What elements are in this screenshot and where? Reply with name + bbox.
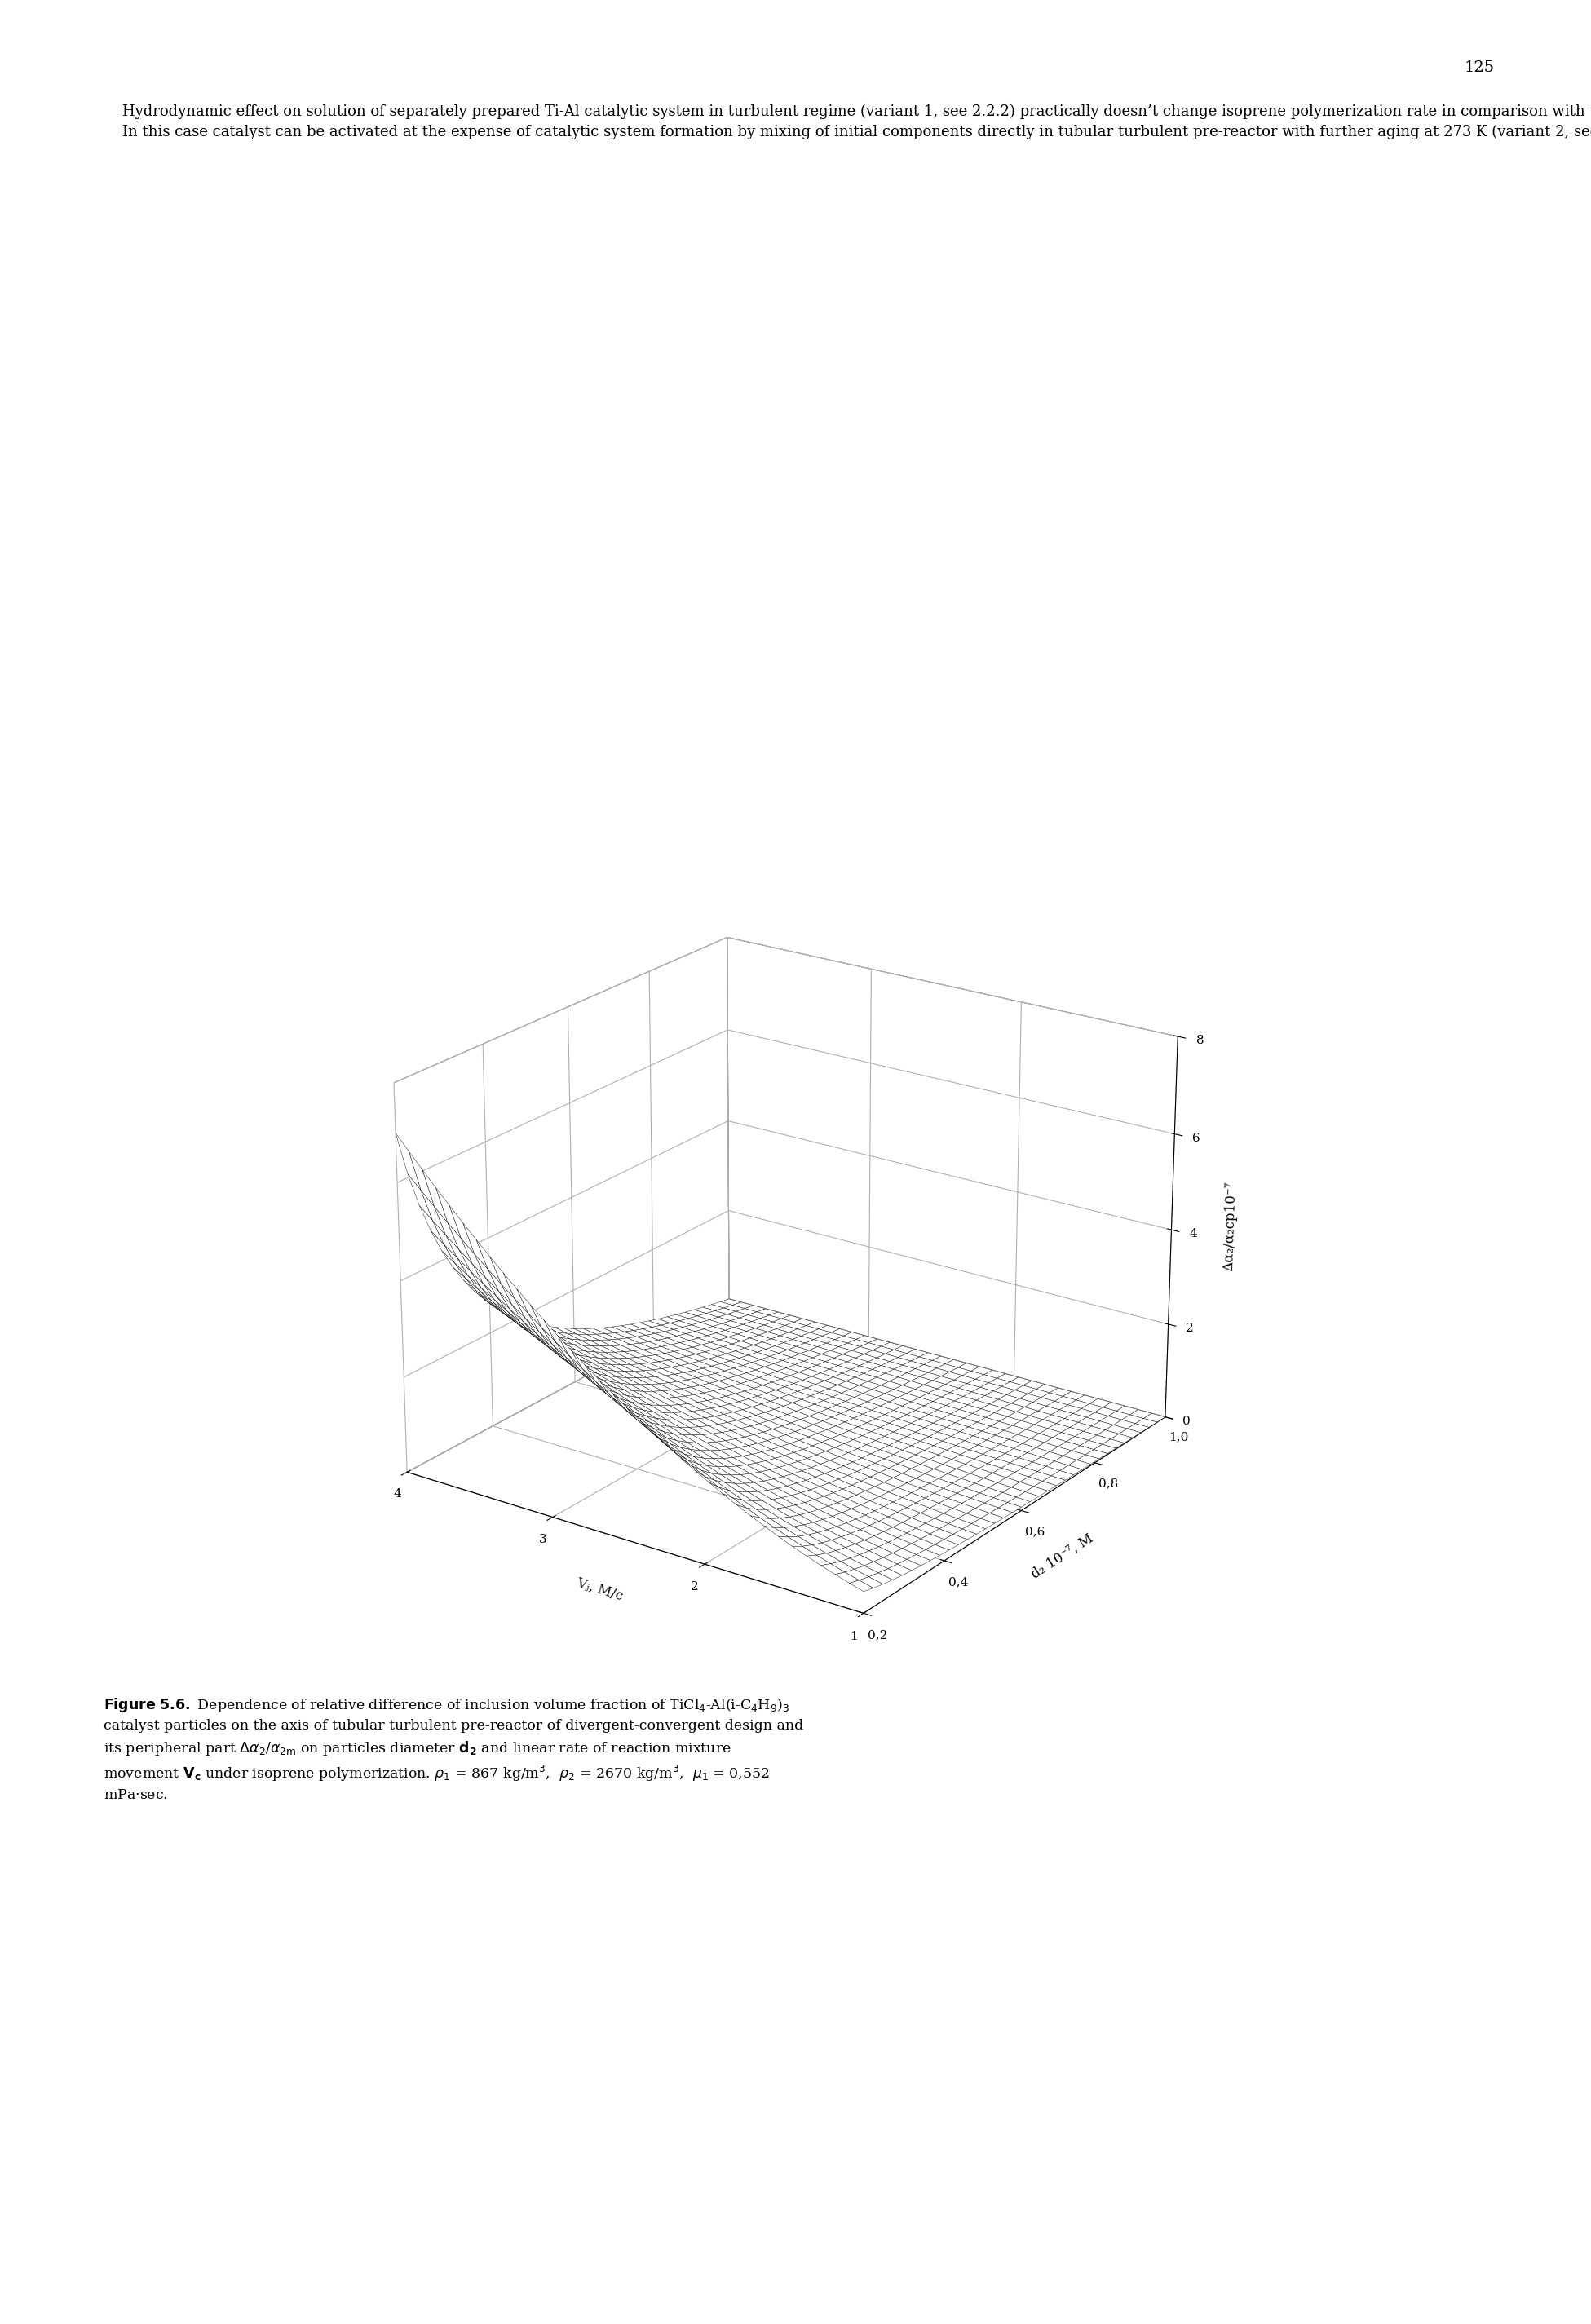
- Text: $\mathbf{Figure\ 5.6.}$ Dependence of relative difference of inclusion volume fr: $\mathbf{Figure\ 5.6.}$ Dependence of re…: [103, 1697, 803, 1801]
- Y-axis label: d₂ 10⁻⁷, M: d₂ 10⁻⁷, M: [1029, 1532, 1096, 1583]
- X-axis label: Vⱼ, M/c: Vⱼ, M/c: [574, 1576, 625, 1604]
- Text: 125: 125: [1464, 60, 1496, 74]
- Text: Hydrodynamic effect on solution of separately prepared Ti-Al catalytic system in: Hydrodynamic effect on solution of separ…: [103, 105, 1591, 139]
